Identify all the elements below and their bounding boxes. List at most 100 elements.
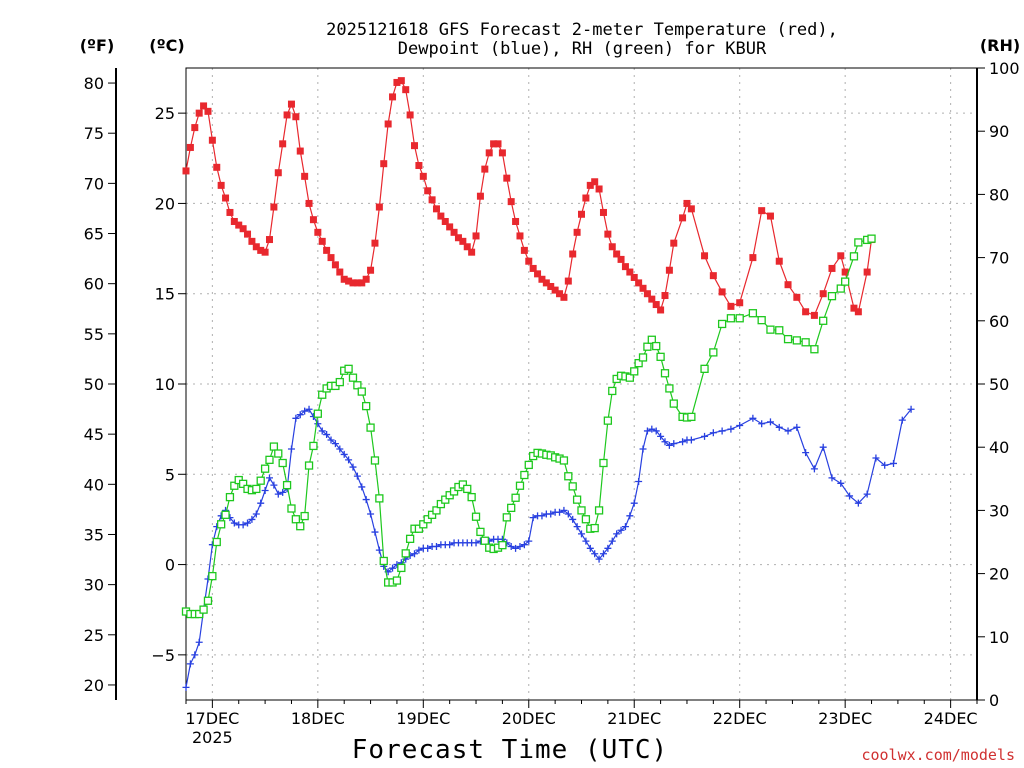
temperature-point [235,221,243,229]
temperature-point [283,111,291,119]
celsius-tick-label: 20 [155,194,175,213]
dewpoint-point [586,544,594,552]
temperature-point [766,212,774,220]
temperature-point [226,208,234,216]
rh-point [507,503,516,513]
dewpoint-point [643,427,651,435]
rh-point [230,481,239,490]
dewpoint-point [274,490,282,498]
temperature-point [525,257,533,265]
temperature-point [784,281,792,289]
temperature-point [450,228,458,236]
rh-point [564,472,573,481]
temperature-point [586,181,594,189]
temperature-point [670,239,678,247]
temperature-point [481,165,489,173]
rh-point [217,520,226,529]
rh-point [748,309,758,318]
rh-point [625,373,634,382]
rh-point [265,455,274,464]
temperature-point [810,311,818,319]
fahrenheit-tick-label: 70 [84,174,104,193]
rh-tick-label: 50 [989,375,1009,394]
rh-point [436,499,446,509]
rh-point [348,373,358,382]
celsius-tick-label: 15 [155,285,175,304]
temperature-point [353,279,361,287]
dewpoint-point [367,510,375,518]
temperature-point [309,216,317,224]
temperature-point [265,236,273,244]
dewpoint-point [279,488,287,496]
rh-point [392,576,402,585]
rh-point [344,364,353,373]
temperature-point [340,275,348,283]
dewpoint-point [191,651,199,659]
temperature-point [428,196,436,204]
rh-point [458,480,468,489]
temperature-point [459,237,467,245]
rh-point [212,537,221,547]
dewpoint-point [556,508,564,516]
temperature-point [665,266,673,274]
dewpoint-point [701,432,709,440]
dewpoint-point [353,472,361,480]
temperature-point [446,223,454,231]
temperature-point [556,290,564,298]
dewpoint-point [529,514,537,522]
fahrenheit-tick-label: 75 [84,124,104,143]
temperature-point [683,199,691,207]
rh-point [353,381,362,390]
dewpoint-point [635,478,643,486]
temperature-point [441,217,449,225]
temperature-point [257,246,265,254]
dewpoint-point [287,445,295,453]
dewpoint-point [560,506,568,514]
dewpoint-point [621,523,629,531]
dewpoint-point [709,429,717,437]
temperature-point [402,86,410,94]
celsius-tick-label: −5 [151,646,175,665]
temperature-point [608,243,616,251]
rh-point [792,336,801,345]
temperature-point [415,162,423,170]
rh-tick-label: 80 [989,185,1009,204]
rh-point [221,510,230,519]
rh-point [726,314,736,323]
dewpoint-point [648,425,656,433]
dewpoint-point [613,530,621,538]
temperature-point [345,277,353,285]
dewpoint-point [890,459,898,467]
temperature-point [617,255,625,263]
rh-point [274,449,283,458]
time-tick-label: 22DEC [713,709,767,728]
dewpoint-point [907,405,915,413]
temperature-point [406,111,414,119]
temperature-point [182,167,190,175]
time-tick-label: 18DEC [291,709,345,728]
rh-tick-label: 100 [989,59,1020,78]
temperature-point [621,263,629,271]
dewpoint-point [182,683,190,691]
fahrenheit-tick-label: 50 [84,375,104,394]
rh-point [568,482,577,491]
temperature-point [362,275,370,283]
dewpoint-point [349,463,357,471]
rh-point [252,484,261,494]
chart-title-line2: Dewpoint (blue), RH (green) for KBUR [398,39,767,59]
celsius-tick-label: 25 [155,104,175,123]
temperature-point [222,194,230,202]
temperature-point [389,93,397,101]
rh-point [841,277,850,286]
rh-tick-label: 90 [989,122,1009,141]
rh-point [256,476,265,485]
dewpoint-point [362,496,370,504]
temperature-point [613,250,621,258]
dewpoint-point [758,420,766,428]
dewpoint-point [520,541,528,549]
dewpoint-point [327,436,335,444]
temperature-point [292,113,300,121]
rh-point [282,480,292,490]
temperature-point [709,272,717,280]
rh-point [203,596,213,605]
